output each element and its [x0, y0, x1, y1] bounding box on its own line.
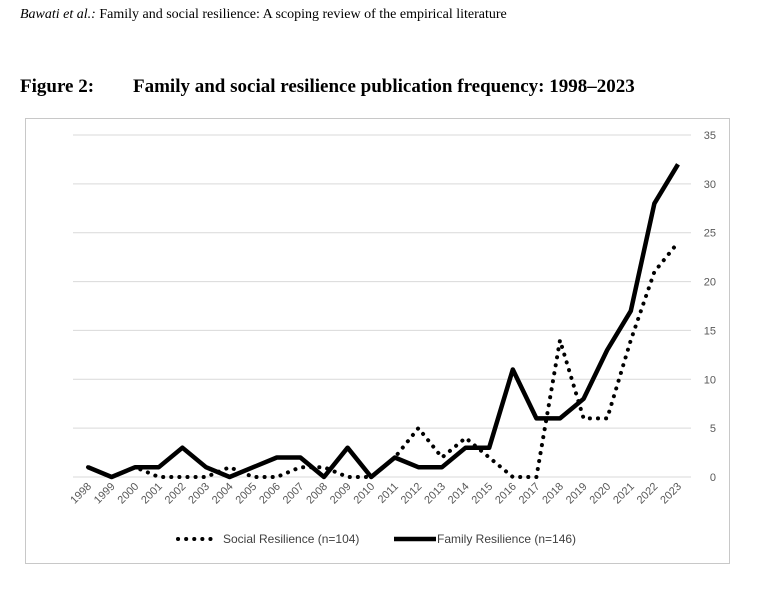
x-tick-label: 2011	[376, 481, 401, 506]
y-tick-label: 30	[704, 179, 716, 191]
figure-caption: Figure 2: Family and social resilience pu…	[20, 76, 635, 98]
chart-frame: 0 5 10 15 20 25 30 35 1998 1999 2000 2001 2002 2003 2…	[25, 118, 730, 564]
x-tick-label: 2008	[304, 481, 330, 507]
data-point	[300, 467, 301, 468]
header-article-title: Family and social resilience: A scoping …	[99, 7, 507, 22]
legend-label: Family Resilience (n=146)	[437, 532, 576, 546]
x-tick-label: 2004	[210, 481, 236, 507]
data-point	[324, 467, 325, 468]
y-tick-label: 20	[704, 277, 716, 289]
y-tick-label: 0	[710, 472, 716, 484]
x-tick-label: 2015	[470, 481, 496, 507]
x-tick-label: 2002	[163, 481, 189, 507]
x-tick-label: 1999	[92, 481, 118, 507]
x-tick-label: 2005	[234, 481, 260, 507]
x-tick-label: 2007	[281, 481, 307, 507]
x-axis-ticks: 1998199920002001200220032004200520062007…	[68, 481, 684, 507]
x-tick-label: 2000	[116, 481, 142, 507]
y-tick-label: 15	[704, 325, 716, 337]
x-tick-label: 2021	[611, 481, 637, 507]
x-tick-label: 2001	[139, 481, 165, 507]
data-point	[229, 467, 230, 468]
x-tick-label: 2012	[399, 481, 425, 507]
x-tick-label: 2022	[635, 481, 661, 507]
x-tick-label: 2010	[352, 481, 378, 507]
y-tick-label: 10	[704, 374, 716, 386]
data-point	[465, 437, 466, 438]
y-tick-label: 25	[704, 228, 716, 240]
running-header: Bawati et al.: Family and social resilie…	[20, 7, 507, 23]
data-point	[678, 242, 679, 243]
y-tick-label: 5	[710, 423, 716, 435]
header-authors: Bawati et al.:	[20, 7, 96, 22]
x-tick-label: 1998	[68, 481, 94, 507]
legend: Social Resilience (n=104) Family Resilien…	[176, 532, 576, 546]
x-tick-label: 2013	[422, 481, 448, 507]
figure-label: Figure 2:	[20, 76, 95, 97]
series-layer	[86, 163, 680, 480]
x-tick-label: 2009	[328, 481, 354, 507]
y-tick-label: 35	[704, 130, 716, 142]
series-line-family-resilience	[87, 163, 680, 480]
x-tick-label: 2014	[446, 481, 472, 507]
series-line-social-resilience	[86, 240, 680, 479]
x-tick-label: 2006	[257, 481, 283, 507]
x-tick-label: 2018	[540, 481, 566, 507]
x-tick-label: 2003	[186, 481, 212, 507]
x-tick-label: 2020	[588, 481, 614, 507]
x-tick-label: 2023	[658, 481, 684, 507]
y-axis-ticks: 0 5 10 15 20 25 30 35	[704, 130, 716, 484]
legend-label: Social Resilience (n=104)	[223, 532, 359, 546]
figure-title: Family and social resilience publication…	[133, 76, 635, 97]
x-tick-label: 2019	[564, 481, 590, 507]
x-tick-label: 2017	[517, 481, 543, 507]
grid-layer	[73, 134, 691, 478]
x-tick-label: 2016	[493, 481, 519, 507]
